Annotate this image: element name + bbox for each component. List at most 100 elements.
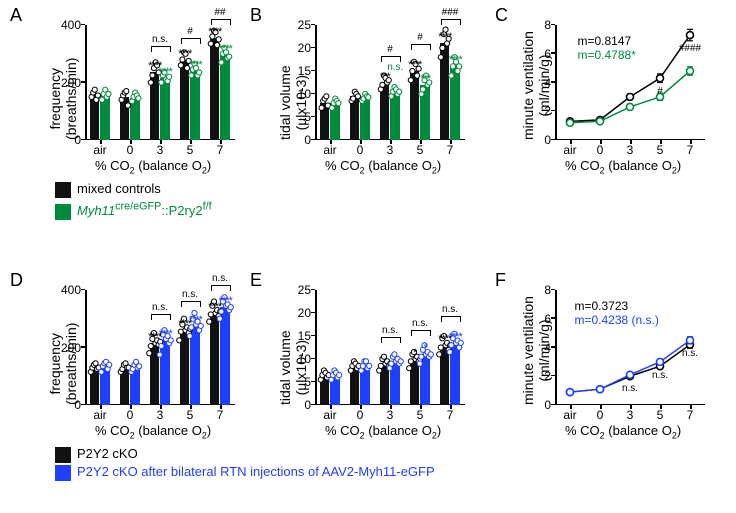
ylabel-E: tidal volume(µlx10-3) xyxy=(277,330,309,405)
legend-text: P2Y2 cKO after bilateral RTN injections … xyxy=(77,464,435,479)
annotation: # xyxy=(417,32,423,43)
series-star: **** xyxy=(189,59,202,71)
legend-text: Myh11cre/eGFP::P2ry2f/f xyxy=(77,203,212,218)
x-tick-label: 5 xyxy=(187,143,194,157)
ylabel-F: minute ventilation(ml/min/g) xyxy=(520,296,552,405)
figure-root: ABCDEF0200400air0357********************… xyxy=(0,0,736,513)
x-tick-label: 7 xyxy=(447,408,454,422)
y-tick-label: 8 xyxy=(544,18,551,32)
x-tick-label: air xyxy=(563,408,576,422)
chart-A: 0200400air0357************************n.… xyxy=(85,25,235,140)
x-tick-label: air xyxy=(93,143,106,157)
x-tick-label: 7 xyxy=(687,143,694,157)
xlabel-B: % CO2 (balance O2) xyxy=(325,158,441,176)
series-star: * xyxy=(413,347,416,359)
y-tick-label: 25 xyxy=(298,18,311,32)
x-tick-label: 0 xyxy=(597,143,604,157)
slope-label: m=0.4238 (n.s.) xyxy=(575,313,659,327)
chart-D: 0200400air0357************************n.… xyxy=(85,290,235,405)
ylabel-B: tidal volume(µlx10-3) xyxy=(277,65,309,140)
series-star: **** xyxy=(208,26,221,38)
legend-swatch xyxy=(55,447,71,463)
x-tick-label: 0 xyxy=(357,408,364,422)
annotation: ## xyxy=(214,7,225,18)
series-star: **** xyxy=(219,43,232,55)
annotation: n.s. xyxy=(382,325,398,336)
x-tick-label: 3 xyxy=(157,408,164,422)
series-star: **** xyxy=(449,331,462,343)
series-star: **** xyxy=(219,295,232,307)
bracket xyxy=(211,285,232,291)
x-tick-label: 3 xyxy=(157,143,164,157)
x-tick-label: air xyxy=(323,143,336,157)
ylabel-D: frequency(breaths/min) xyxy=(47,323,79,405)
hash-annotation: n.s. xyxy=(652,370,668,381)
legend-top: mixed controlsMyh11cre/eGFP::P2ry2f/f xyxy=(55,180,212,220)
bracket xyxy=(441,316,462,322)
series-star: **** xyxy=(178,48,191,60)
slope-label: m=0.8147 xyxy=(578,34,632,48)
x-tick-label: 5 xyxy=(657,408,664,422)
x-tick-label: air xyxy=(563,143,576,157)
x-tick-label: 5 xyxy=(417,408,424,422)
bracket xyxy=(211,19,232,25)
chart-C: 02468air0357#####m=0.8147m=0.4788* xyxy=(555,25,705,140)
chart-F: 02468air0357n.s.n.s.n.s.m=0.3723m=0.4238… xyxy=(555,290,705,405)
x-tick-label: 5 xyxy=(187,408,194,422)
legend-text: P2Y2 cKO xyxy=(77,446,138,461)
legend-swatch xyxy=(55,465,71,481)
x-tick-label: 0 xyxy=(357,143,364,157)
bracket xyxy=(151,314,172,320)
hash-annotation: #### xyxy=(679,43,701,54)
hash-annotation: # xyxy=(657,86,663,97)
x-tick-label: air xyxy=(323,408,336,422)
hash-annotation: n.s. xyxy=(622,383,638,394)
legend-row: mixed controls xyxy=(55,180,212,198)
y-tick-label: 400 xyxy=(61,18,81,32)
x-tick-label: 3 xyxy=(387,408,394,422)
annotation: n.s. xyxy=(182,289,198,300)
legend-bottom: P2Y2 cKO P2Y2 cKO after bilateral RTN inj… xyxy=(55,445,435,481)
series-star: **** xyxy=(159,66,172,78)
x-tick-label: 3 xyxy=(627,143,634,157)
x-tick-label: 5 xyxy=(417,143,424,157)
x-tick-label: 0 xyxy=(597,408,604,422)
slope-label: m=0.3723 xyxy=(575,299,629,313)
panel-label-D: D xyxy=(10,270,23,291)
y-tick-label: 8 xyxy=(544,283,551,297)
xlabel-A: % CO2 (balance O2) xyxy=(95,158,211,176)
y-tick-label: 20 xyxy=(298,41,311,55)
series-star: **** xyxy=(449,54,462,66)
annotation: n.s. xyxy=(442,304,458,315)
x-tick-label: air xyxy=(93,408,106,422)
x-tick-label: 5 xyxy=(657,143,664,157)
bracket xyxy=(381,337,402,343)
series-star: * xyxy=(424,342,427,354)
chart-B: 0510152025air0357******************#n.s.… xyxy=(315,25,465,140)
x-tick-label: 7 xyxy=(687,408,694,422)
legend-text: mixed controls xyxy=(77,181,161,196)
ylabel-A: frequency(breaths/min) xyxy=(47,58,79,140)
series-star: **** xyxy=(438,31,451,43)
x-tick-label: 3 xyxy=(387,143,394,157)
legend-row: P2Y2 cKO xyxy=(55,445,435,463)
panel-label-B: B xyxy=(250,5,262,26)
y-tick-label: 400 xyxy=(61,283,81,297)
bracket xyxy=(151,46,172,52)
annotation: # xyxy=(387,44,393,55)
bracket xyxy=(181,301,202,307)
y-tick-label: 25 xyxy=(298,283,311,297)
annotation: # xyxy=(187,26,193,37)
y-tick-label: 20 xyxy=(298,306,311,320)
series-star: *** xyxy=(420,73,430,85)
bracket xyxy=(411,44,432,50)
xlabel-F: % CO2 (balance O2) xyxy=(565,423,681,441)
legend-row: P2Y2 cKO after bilateral RTN injections … xyxy=(55,463,435,481)
annotation: n.s. xyxy=(152,302,168,313)
panel-label-E: E xyxy=(250,270,262,291)
bracket xyxy=(181,38,202,44)
xlabel-D: % CO2 (balance O2) xyxy=(95,423,211,441)
annotation: n.s. xyxy=(387,62,403,73)
legend-row: Myh11cre/eGFP::P2ry2f/f xyxy=(55,198,212,220)
ylabel-C: minute ventilation(ml/min/g) xyxy=(520,31,552,140)
